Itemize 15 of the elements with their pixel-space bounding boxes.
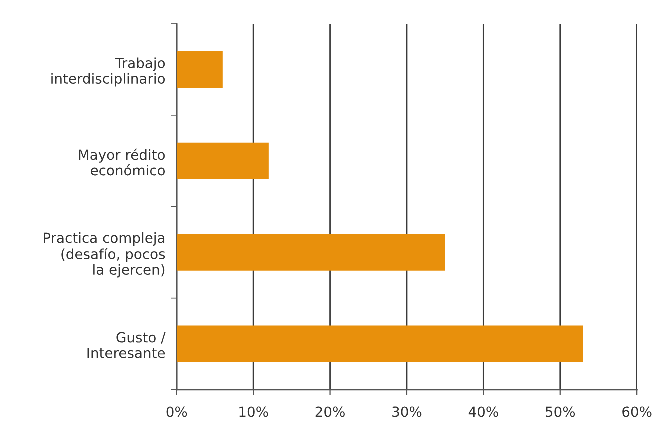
y-tick-label: Trabajo interdisciplinario bbox=[52, 58, 166, 87]
x-tick-label: 20% bbox=[316, 406, 345, 418]
x-tick-label: 30% bbox=[392, 406, 422, 418]
x-tick-label: 60% bbox=[622, 406, 652, 418]
y-tick-label: Gusto / Interesante bbox=[88, 332, 166, 358]
x-tick-label: 10% bbox=[240, 406, 268, 418]
bar bbox=[176, 234, 446, 271]
y-tick-label: Mayor rédito económico bbox=[79, 148, 166, 176]
x-tick-label: 40% bbox=[468, 406, 498, 418]
x-tick-label: 0% bbox=[166, 406, 188, 418]
bar bbox=[176, 326, 584, 362]
x-tick-label: 50% bbox=[546, 406, 576, 418]
bar bbox=[176, 142, 269, 180]
y-tick-label: Practica compleja (desafío, pocos la ejercen) bbox=[44, 232, 166, 278]
bar bbox=[176, 51, 223, 88]
